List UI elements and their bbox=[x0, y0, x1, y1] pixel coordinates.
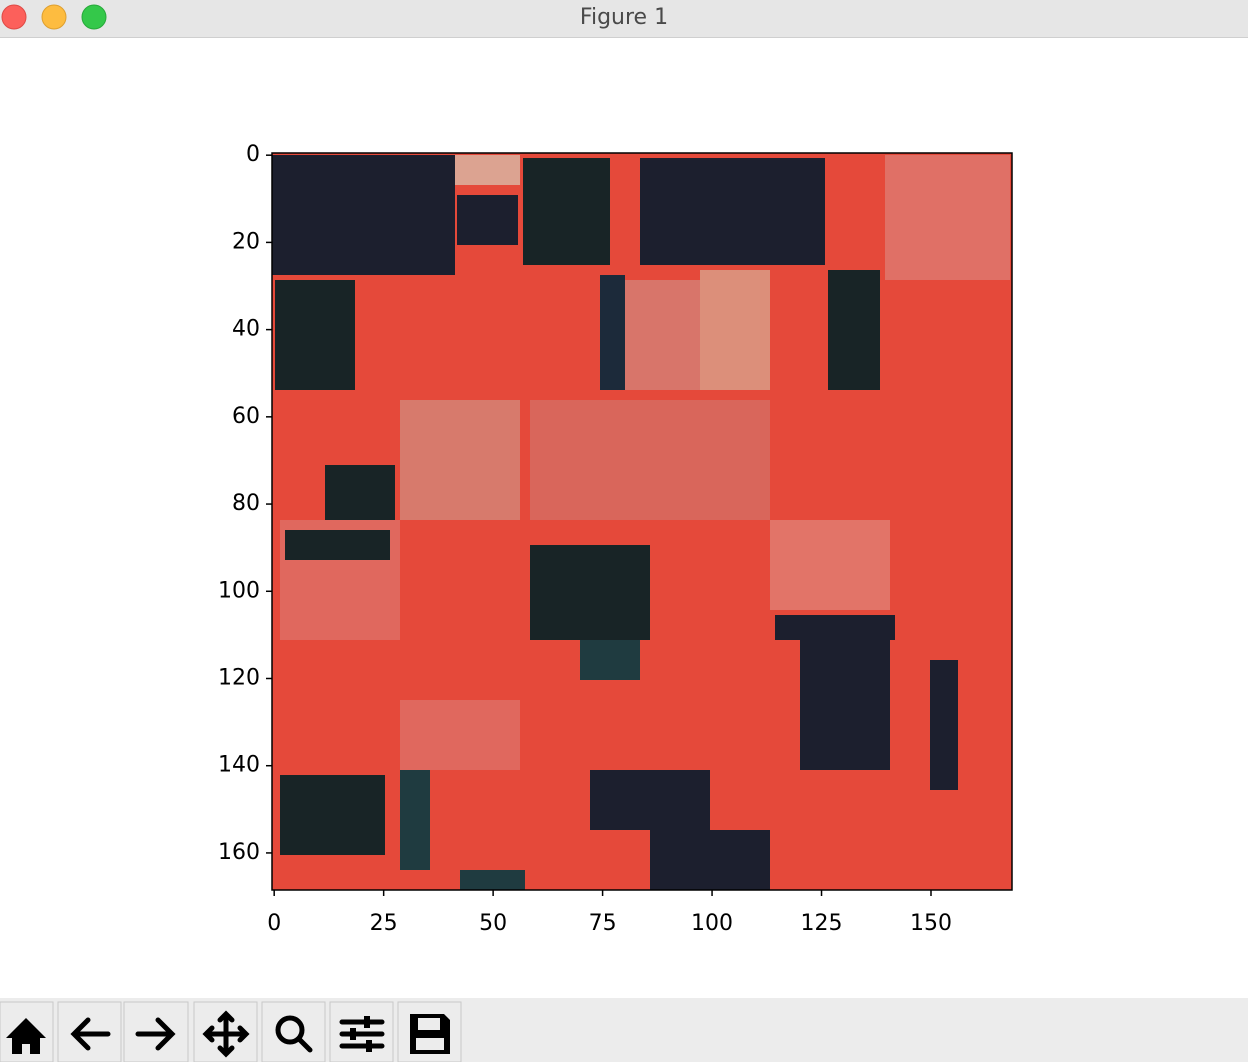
x-tick-label: 25 bbox=[370, 911, 398, 936]
y-tick-label: 20 bbox=[232, 229, 260, 254]
y-tick-label: 160 bbox=[218, 840, 260, 865]
x-tick-label: 100 bbox=[691, 911, 733, 936]
pan-button[interactable] bbox=[193, 1001, 258, 1062]
save-button[interactable] bbox=[397, 1001, 462, 1062]
y-tick-label: 0 bbox=[246, 142, 260, 167]
close-button[interactable] bbox=[1, 4, 27, 30]
y-tick-label: 40 bbox=[232, 317, 260, 342]
zoom-button-tool[interactable] bbox=[261, 1001, 326, 1062]
zoom-button[interactable] bbox=[81, 4, 107, 30]
y-tick-label: 100 bbox=[218, 578, 260, 603]
y-tick-label: 140 bbox=[218, 753, 260, 778]
x-tick-label: 50 bbox=[479, 911, 507, 936]
image bbox=[272, 153, 1012, 890]
x-tick-label: 125 bbox=[801, 911, 843, 936]
axes-frame bbox=[271, 152, 1013, 891]
x-tick-label: 150 bbox=[910, 911, 952, 936]
x-tick-label: 0 bbox=[267, 911, 281, 936]
home-button[interactable] bbox=[0, 1001, 54, 1062]
y-tick-label: 120 bbox=[218, 665, 260, 690]
forward-button[interactable] bbox=[123, 1001, 189, 1062]
configure-button[interactable] bbox=[329, 1001, 394, 1062]
y-tick-label: 80 bbox=[232, 491, 260, 516]
window-title: Figure 1 bbox=[580, 5, 668, 30]
back-button[interactable] bbox=[57, 1001, 122, 1062]
x-tick-label: 75 bbox=[589, 911, 617, 936]
minimize-button[interactable] bbox=[41, 4, 67, 30]
title-bar bbox=[0, 0, 1248, 37]
y-tick-label: 60 bbox=[232, 404, 260, 429]
